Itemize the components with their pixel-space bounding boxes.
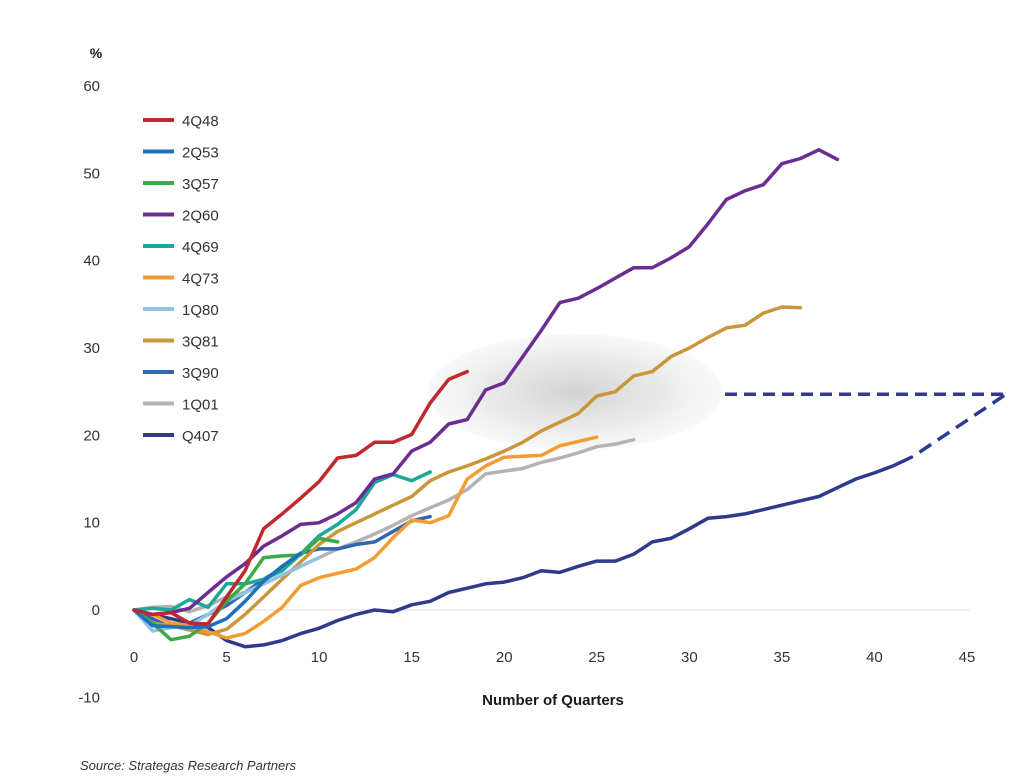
legend-label-3q90: 3Q90 [182, 365, 219, 382]
y-tick-label: 20 [83, 427, 100, 444]
legend-label-3q81: 3Q81 [182, 334, 219, 351]
x-tick-label: 45 [959, 649, 976, 666]
series-line-2q53 [132, 551, 303, 630]
series-line-4q69 [132, 470, 432, 612]
legend-label-4q73: 4Q73 [182, 271, 219, 288]
x-tick-label: 25 [588, 649, 605, 666]
x-tick-label: 20 [496, 649, 513, 666]
y-tick-label: -10 [78, 689, 100, 706]
series-line-q407 [132, 455, 914, 649]
highlight-ellipse [428, 334, 722, 450]
x-tick-label: 40 [866, 649, 883, 666]
y-tick-label: 10 [83, 515, 100, 532]
q407-projection-line [918, 392, 1007, 454]
legend-label-1q01: 1Q01 [182, 397, 219, 414]
x-tick-label: 15 [403, 649, 420, 666]
x-tick-label: 30 [681, 649, 698, 666]
x-tick-label: 5 [222, 649, 230, 666]
y-axis-title: % [90, 45, 103, 61]
legend-label-4q69: 4Q69 [182, 239, 219, 256]
source-note: Source: Strategas Research Partners [80, 758, 297, 773]
y-tick-label: 50 [83, 165, 100, 182]
series-line-1q01 [132, 437, 636, 614]
y-tick-label: 60 [83, 78, 100, 95]
x-axis-title: Number of Quarters [482, 692, 624, 709]
series-line-3q57 [132, 536, 340, 642]
series-line-3q81 [132, 305, 803, 637]
x-tick-label: 35 [774, 649, 791, 666]
x-tick-label: 0 [130, 649, 138, 666]
legend-label-q407: Q407 [182, 428, 219, 445]
legend-label-2q60: 2Q60 [182, 208, 219, 225]
x-tick-label: 10 [311, 649, 328, 666]
y-tick-label: 30 [83, 340, 100, 357]
legend-label-2q53: 2Q53 [182, 145, 219, 162]
series-line-4q73 [132, 435, 599, 640]
legend-label-4q48: 4Q48 [182, 113, 219, 130]
y-tick-label: 40 [83, 253, 100, 270]
legend-label-1q80: 1Q80 [182, 302, 219, 319]
y-tick-label: 0 [92, 602, 100, 619]
legend-label-3q57: 3Q57 [182, 176, 219, 193]
series-line-4q48 [132, 369, 469, 626]
